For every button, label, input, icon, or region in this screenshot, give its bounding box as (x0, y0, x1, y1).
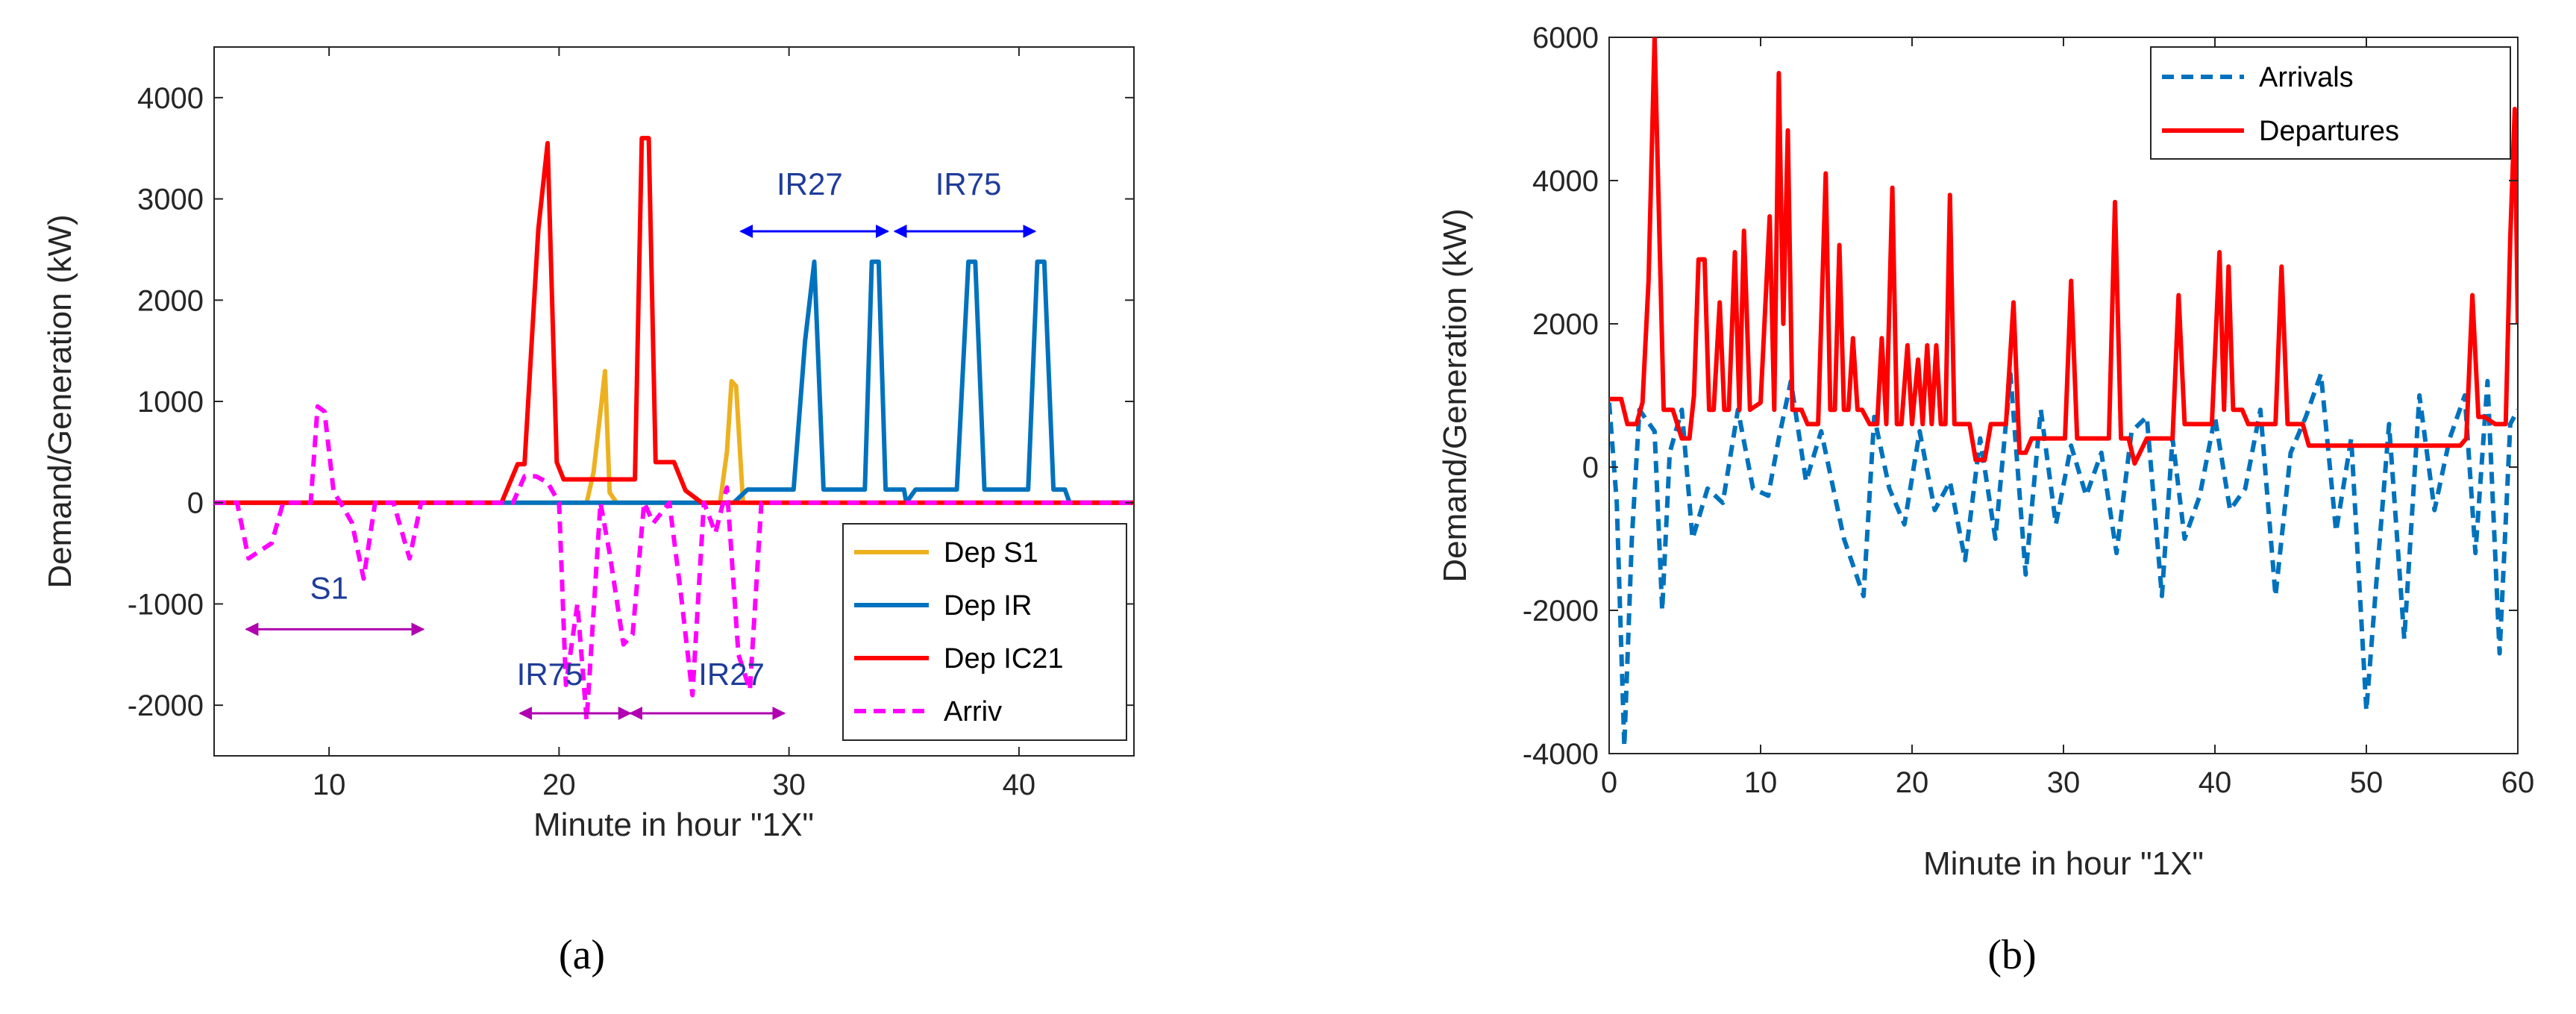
x-tick-label: 30 (772, 769, 806, 801)
annotation-label: IR27 (777, 166, 843, 201)
y-tick-label: -2000 (1523, 595, 1599, 628)
x-tick-label: 20 (542, 769, 576, 801)
x-tick-label: 40 (2199, 766, 2232, 799)
y-tick-label: -1000 (128, 588, 204, 621)
y-tick-label: -2000 (128, 689, 204, 722)
legend-label: Dep IR (944, 590, 1032, 622)
legend-a: Dep S1 Dep IR Dep IC21 Arriv (842, 523, 1127, 741)
y-tick-label: 6000 (1532, 22, 1599, 54)
series-line-arrivals (1609, 372, 2518, 749)
annotation-label: IR75 (936, 166, 1002, 201)
y-tick-label: 0 (1582, 451, 1599, 484)
panel-label-a: (a) (559, 932, 605, 978)
x-tick-label: 30 (2047, 766, 2081, 799)
y-axis-label-b: Demand/Generation (kW) (1437, 208, 1473, 582)
y-tick-label: 0 (187, 487, 204, 520)
chart-panel-a: S1 IR75 IR27 IR27 IR75 10 20 30 40 -2000 -1000 0 10… (42, 46, 1135, 978)
legend-label: Arriv (944, 696, 1002, 727)
y-axis-label-a: Demand/Generation (kW) (42, 214, 78, 588)
annotation-label: IR75 (517, 657, 583, 692)
annotation-label: IR27 (698, 657, 765, 692)
legend-label: Dep IC21 (944, 643, 1064, 675)
x-tick-label: 20 (1896, 766, 1929, 799)
legend-label: Arrivals (2259, 62, 2354, 93)
y-tick-label: 1000 (137, 386, 204, 419)
legend-box-a (842, 523, 1127, 741)
legend-label: Departures (2259, 116, 2399, 147)
x-tick-label: 50 (2350, 766, 2384, 799)
y-tick-label: 4000 (137, 82, 204, 115)
legend-box-b (2150, 46, 2511, 160)
x-tick-label: 40 (1003, 769, 1036, 801)
legend-b: Arrivals Departures (2150, 46, 2511, 160)
x-axis-label-b: Minute in hour "1X" (1923, 845, 2204, 882)
panel-label-b: (b) (1987, 932, 2036, 978)
y-tick-label: -4000 (1523, 738, 1599, 771)
x-tick-label: 10 (313, 769, 346, 801)
y-tick-label: 2000 (1532, 308, 1599, 341)
chart-panel-b: 0 10 20 30 40 50 60 -4000 -2000 0 2000 4000 6000 Min… (1437, 22, 2534, 978)
x-tick-label: 0 (1601, 766, 1617, 799)
series-line-arriv (214, 404, 1134, 723)
series-line-dep-ic21 (214, 136, 1134, 505)
y-tick-label: 3000 (137, 184, 204, 216)
legend-label: Dep S1 (944, 537, 1038, 569)
x-axis-label-a: Minute in hour "1X" (533, 807, 814, 843)
y-tick-label: 4000 (1532, 165, 1599, 198)
x-tick-label: 60 (2501, 766, 2535, 799)
annotation-label: S1 (310, 571, 348, 606)
series-line-departures (1609, 37, 2518, 466)
y-tick-label: 2000 (137, 284, 204, 317)
x-tick-label: 10 (1744, 766, 1778, 799)
